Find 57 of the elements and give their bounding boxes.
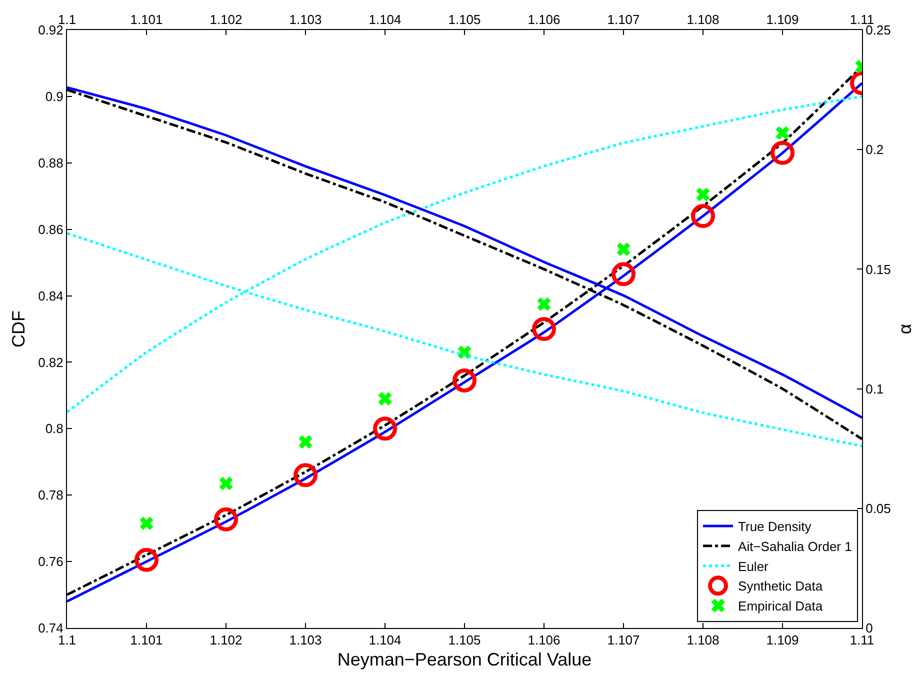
point [134, 548, 158, 572]
y-tick-label: 0.8 [45, 421, 64, 436]
y2-tick-label: 0.2 [866, 142, 884, 158]
y-tick-label: 0.86 [38, 222, 64, 237]
point [770, 140, 794, 165]
point [140, 516, 154, 530]
y2-tick-label: 0.25 [866, 22, 891, 38]
x-axis-title: Neyman−Pearson Critical Value [337, 650, 592, 670]
x-tick-label: 1.103 [289, 12, 322, 27]
point [452, 368, 476, 392]
point [532, 317, 556, 341]
legend-label: Empirical Data [738, 598, 824, 614]
point [696, 188, 710, 202]
x-tick-label: 1.105 [448, 12, 481, 27]
x2-tick-label: 1.102 [210, 632, 242, 648]
x-tick-label: 1.101 [130, 12, 163, 27]
x-tick-label: 1.104 [368, 12, 402, 27]
y-tick-label: 0.76 [38, 554, 64, 570]
legend-label: Euler [738, 558, 770, 574]
y-tick-label: 0.78 [38, 488, 64, 503]
x-tick-label: 1.108 [686, 12, 720, 27]
legend-label: True Density [738, 519, 812, 534]
x2-tick-label: 1.109 [766, 632, 799, 648]
y-tick-label: 0.88 [38, 155, 64, 170]
point [616, 242, 630, 256]
x2-tick-label: 1.104 [368, 632, 402, 648]
y2-tick-label: 0.05 [866, 500, 891, 516]
x2-tick-label: 1.108 [686, 632, 720, 648]
y-axis-title: CDF [8, 310, 28, 348]
point [691, 204, 715, 228]
x2-tick-label: 1.103 [289, 632, 322, 648]
x-tick-label: 1.106 [528, 12, 560, 27]
point [612, 262, 636, 286]
y2-axis-title: α [895, 324, 916, 334]
point [537, 297, 551, 311]
point [776, 126, 790, 140]
legend-label: Ait−Sahalia Order 1 [738, 538, 852, 554]
y-tick-label: 0.92 [38, 22, 64, 38]
point [214, 507, 238, 532]
point [298, 435, 312, 449]
x-tick-label: 1.107 [607, 12, 640, 27]
y-tick-label: 0.9 [45, 88, 64, 104]
x2-tick-label: 1.105 [448, 632, 481, 648]
x2-tick-label: 1.107 [607, 632, 640, 648]
point [373, 416, 397, 441]
y2-tick-label: 0.1 [866, 381, 884, 396]
legend-label: Synthetic Data [738, 578, 824, 594]
point [294, 463, 318, 488]
x-tick-label: 1.102 [210, 12, 242, 27]
y-tick-label: 0.82 [38, 354, 64, 370]
x2-tick-label: 1.101 [130, 632, 163, 648]
point [219, 476, 233, 490]
point [378, 392, 392, 406]
x-tick-label: 1.109 [766, 12, 799, 27]
y-tick-label: 0.84 [38, 288, 64, 304]
y2-tick-label: 0.15 [866, 262, 891, 277]
x2-tick-label: 1.106 [528, 632, 560, 648]
